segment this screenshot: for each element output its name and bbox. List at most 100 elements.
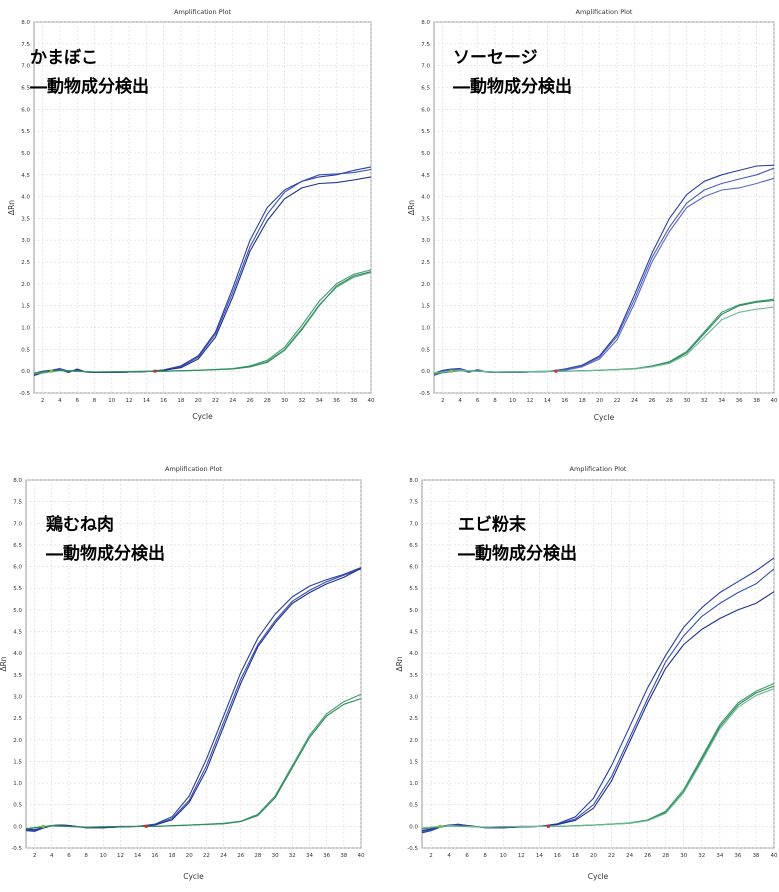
y-tick-label: 7.0: [421, 64, 430, 70]
y-tick-label: 2.0: [421, 282, 430, 288]
y-tick-label: 8.0: [13, 478, 22, 484]
x-tick-label: 34: [316, 398, 323, 404]
y-tick-label: 4.0: [21, 195, 30, 201]
y-tick-label: 0.0: [21, 369, 30, 375]
series-line-5: [421, 688, 775, 829]
y-tick-label: 7.0: [21, 64, 30, 70]
x-tick-label: 26: [644, 853, 651, 859]
y-tick-label: 5.5: [409, 586, 418, 592]
x-tick-label: 38: [340, 853, 347, 859]
x-tick-label: 14: [544, 398, 551, 404]
y-tick-label: 1.0: [421, 326, 430, 332]
y-tick-label: 8.0: [421, 20, 430, 26]
y-tick-label: 7.5: [13, 500, 22, 506]
y-tick-label: 1.0: [21, 326, 30, 332]
x-tick-label: 8: [93, 398, 97, 404]
y-tick-label: 2.0: [409, 738, 418, 744]
y-tick-label: 2.5: [409, 716, 418, 722]
baseline-start-marker: [49, 369, 53, 373]
y-tick-label: 2.0: [13, 738, 22, 744]
y-tick-label: 7.5: [409, 500, 418, 506]
y-axis-label: ΔRn: [407, 200, 416, 215]
x-tick-label: 40: [771, 398, 778, 404]
x-tick-label: 20: [195, 398, 202, 404]
x-tick-label: 34: [718, 398, 725, 404]
plot-area: [421, 479, 775, 849]
y-tick-label: 0.5: [421, 347, 430, 353]
x-tick-label: 36: [734, 853, 741, 859]
y-tick-label: 0.5: [13, 803, 22, 809]
y-tick-label: 6.0: [409, 565, 418, 571]
y-tick-label: 7.5: [421, 42, 430, 48]
x-tick-label: 4: [50, 853, 54, 859]
y-tick-label: 7.0: [409, 521, 418, 527]
x-tick-label: 30: [680, 853, 687, 859]
x-tick-label: 40: [358, 853, 365, 859]
y-tick-label: 5.5: [421, 129, 430, 135]
y-tick-label: 6.0: [13, 565, 22, 571]
plot-area: [433, 21, 775, 394]
x-tick-label: 28: [666, 398, 673, 404]
y-tick-label: 6.5: [421, 85, 430, 91]
chart-panel-chicken-breast: -0.5 0.0 0.5 1.0 1.5 2.0 2.5 3.0 3.5 4.0 4.5 5.0 5.5…: [0, 458, 389, 888]
y-tick-label: 0.0: [13, 824, 22, 830]
x-tick-label: 30: [683, 398, 690, 404]
y-tick-label: 4.0: [421, 195, 430, 201]
y-tick-label: 1.5: [13, 759, 22, 765]
series-line-2: [25, 567, 362, 831]
y-tick-label: 0.5: [409, 803, 418, 809]
x-tick-label: 38: [350, 398, 357, 404]
x-tick-label: 6: [465, 853, 469, 859]
x-tick-label: 28: [264, 398, 271, 404]
overlay-subtitle: ―動物成分検出: [458, 543, 577, 564]
chart-svg-0: -0.5 0.0 0.5 1.0 1.5 2.0 2.5 3.0 3.5 4.0 4.5 5.0 5.5…: [7, 8, 375, 421]
x-tick-label: 12: [126, 398, 133, 404]
y-tick-label: -0.5: [19, 391, 30, 397]
x-tick-label: 32: [701, 398, 708, 404]
baseline-start-marker: [41, 824, 45, 828]
y-tick-label: 2.0: [21, 282, 30, 288]
baseline-start-marker: [449, 369, 453, 373]
y-tick-label: 3.0: [421, 238, 430, 244]
chart-svg-3: -0.5 0.0 0.5 1.0 1.5 2.0 2.5 3.0 3.5 4.0 4.5 5.0 5.5…: [395, 465, 778, 881]
x-tick-label: 20: [186, 853, 193, 859]
x-tick-label: 24: [229, 398, 236, 404]
y-tick-label: 6.5: [21, 85, 30, 91]
x-tick-label: 28: [254, 853, 261, 859]
series-line-2: [421, 591, 775, 832]
y-tick-label: 5.5: [21, 129, 30, 135]
series-line-5: [433, 306, 775, 374]
y-tick-label: 6.5: [409, 543, 418, 549]
y-tick-label: 1.5: [21, 304, 30, 310]
x-tick-label: 40: [368, 398, 375, 404]
x-tick-label: 30: [272, 853, 279, 859]
chart-title: Amplification Plot: [165, 465, 222, 473]
x-tick-label: 2: [429, 853, 433, 859]
baseline-end-marker: [546, 824, 550, 828]
x-tick-label: 32: [289, 853, 296, 859]
x-tick-label: 16: [151, 853, 158, 859]
x-tick-label: 18: [177, 398, 184, 404]
chart-panel-sausage: -0.5 0.0 0.5 1.0 1.5 2.0 2.5 3.0 3.5 4.0 4.5 5.0 5.5…: [390, 0, 779, 430]
x-tick-label: 32: [698, 853, 705, 859]
chart-svg-1: -0.5 0.0 0.5 1.0 1.5 2.0 2.5 3.0 3.5 4.0 4.5 5.0 5.5…: [407, 8, 778, 422]
baseline-end-marker: [554, 369, 558, 373]
x-tick-label: 6: [67, 853, 71, 859]
x-tick-label: 24: [631, 398, 638, 404]
x-tick-label: 36: [323, 853, 330, 859]
x-tick-label: 22: [212, 398, 219, 404]
y-tick-label: 3.5: [421, 216, 430, 222]
x-tick-label: 32: [298, 398, 305, 404]
y-tick-label: 2.5: [13, 716, 22, 722]
y-tick-label: 0.0: [409, 824, 418, 830]
x-tick-label: 24: [220, 853, 227, 859]
x-tick-label: 10: [509, 398, 516, 404]
x-tick-label: 14: [143, 398, 150, 404]
y-tick-label: 1.5: [409, 759, 418, 765]
y-tick-label: 5.0: [13, 608, 22, 614]
x-tick-label: 18: [169, 853, 176, 859]
y-tick-label: 3.5: [409, 673, 418, 679]
y-tick-label: -0.5: [11, 846, 22, 852]
y-tick-label: 1.0: [13, 781, 22, 787]
x-tick-label: 20: [590, 853, 597, 859]
